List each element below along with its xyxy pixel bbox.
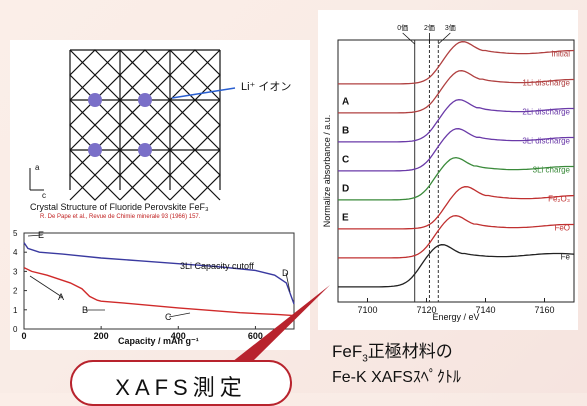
xafs-series-line	[338, 70, 574, 114]
xafs-spectra-chart: 0価 2価 3価 Initial 1Li discharge A 2Li discharg…	[322, 23, 575, 322]
li-ion-sphere	[88, 93, 102, 107]
capacity-point-arrow	[168, 312, 191, 318]
xafs-row-label: E	[342, 212, 349, 223]
capacity-y-tick-label: 0	[13, 325, 18, 334]
capacity-point-label: C	[165, 312, 172, 322]
li-ion-label: Li⁺ イオン	[241, 81, 292, 93]
valence-arrow	[438, 32, 451, 45]
xafs-series-line	[338, 244, 575, 288]
octahedron-edge	[69, 99, 121, 151]
valence-label: 2価	[424, 23, 435, 32]
xafs-x-tick-label: 7140	[475, 305, 495, 315]
octahedron-edge	[69, 149, 121, 201]
pointer-arrow	[232, 285, 330, 362]
xafs-series-line	[338, 128, 574, 172]
xafs-x-tick-label: 7160	[534, 305, 554, 315]
xafs-row-label: A	[342, 96, 349, 107]
capacity-point-arrow	[27, 234, 43, 237]
octahedron-edge	[169, 149, 221, 201]
capacity-point-label: B	[82, 305, 88, 315]
caption-rest: 正極材料の	[367, 342, 453, 361]
svg-text:a: a	[35, 163, 40, 172]
xafs-series-label: FeO	[554, 223, 570, 232]
octahedron-edge	[169, 99, 221, 151]
xafs-series-label: 2Li discharge	[522, 107, 570, 116]
xafs-series-label: 3Li discharge	[522, 136, 570, 145]
capacity-point-arrow	[29, 275, 63, 298]
xafs-row-label: C	[342, 154, 349, 165]
xafs-series-label: 3Li charge	[533, 165, 571, 174]
xafs-series-line	[338, 156, 574, 201]
capacity-series-line	[23, 242, 295, 305]
octahedron-face	[169, 149, 221, 201]
capacity-chart-panel: 0 1 2 3 4 5 0 200 400 600 E A B C D 3Li Capacity cut…	[10, 228, 310, 350]
octahedron-edge	[169, 49, 221, 101]
valence-arrow	[402, 32, 415, 45]
capacity-chart-title: 3Li Capacity cutoff	[180, 261, 254, 271]
octahedron-edge	[69, 49, 121, 101]
octahedron-edge	[119, 149, 171, 201]
li-ion-sphere	[88, 143, 102, 157]
xafs-series-line	[338, 186, 575, 230]
valence-label: 3価	[445, 23, 456, 32]
xafs-series-line	[338, 41, 575, 85]
capacity-y-tick-label: 4	[13, 248, 18, 257]
xafs-x-tick-label: 7100	[357, 305, 377, 315]
svg-text:c: c	[42, 191, 46, 200]
capacity-chart: 0 1 2 3 4 5 0 200 400 600 E A B C D	[13, 229, 295, 341]
xafs-series-label: 1Li discharge	[522, 78, 570, 87]
octahedron-face	[69, 149, 121, 201]
spectrum-caption-line1: FeF3正極材料の	[332, 337, 453, 364]
capacity-point-label: D	[282, 268, 289, 278]
octahedron-edge	[119, 99, 171, 151]
xafs-series-label: Initial	[551, 49, 570, 58]
crystal-caption: Crystal Structure of Fluoride Perovskite…	[30, 202, 209, 212]
xafs-row-label: D	[342, 183, 349, 194]
crystal-structure-figure: a c	[29, 49, 236, 201]
capacity-y-tick-label: 2	[13, 287, 18, 296]
capacity-point-label: A	[58, 292, 64, 302]
capacity-chart-frame	[23, 232, 295, 330]
capacity-x-tick-label: 600	[248, 331, 263, 341]
caption-subscript: 3	[362, 353, 368, 365]
capacity-point-arrow	[285, 272, 291, 293]
crystal-structure-panel: a c Li⁺ イオン Crystal Structure of Fluorid…	[10, 40, 310, 228]
caption-formula: FeF	[332, 342, 363, 361]
xafs-series-line	[338, 215, 574, 259]
xafs-ylabel: Normalize absorbance / a.u.	[322, 115, 332, 228]
capacity-y-tick-label: 3	[13, 267, 18, 276]
capacity-x-tick-label: 400	[171, 331, 186, 341]
xafs-xlabel: Energy / eV	[432, 312, 479, 322]
capacity-y-tick-label: 5	[13, 229, 18, 238]
octahedron-edge	[119, 49, 171, 101]
xafs-series-label: Fe₂O₃	[548, 194, 570, 203]
valence-label: 0価	[397, 23, 408, 32]
octahedron-face	[119, 149, 171, 201]
capacity-chart-xlabel: Capacity / mAh g⁻¹	[118, 336, 199, 346]
li-ion-pointer	[171, 87, 236, 99]
xafs-row-label: B	[342, 125, 349, 136]
crystal-reference: R. De Pape et al., Revue de Chimie miner…	[40, 214, 201, 220]
xafs-series-line	[338, 99, 574, 143]
spectrum-caption-line2: Fe-K XAFSｽﾍﾟｸﾄﾙ	[332, 369, 461, 386]
xafs-series-label: Fe	[561, 252, 571, 261]
li-ion-sphere	[138, 93, 152, 107]
capacity-series-line	[23, 266, 295, 317]
capacity-x-tick-label: 0	[21, 331, 26, 341]
xafs-spectra-panel: 0価 2価 3価 Initial 1Li discharge A 2Li discharg…	[318, 10, 578, 330]
pointer-wedge	[232, 285, 330, 362]
capacity-x-tick-label: 200	[94, 331, 109, 341]
capacity-point-label: E	[38, 230, 44, 240]
xafs-x-tick-label: 7120	[416, 305, 436, 315]
li-ion-sphere	[138, 143, 152, 157]
capacity-y-tick-label: 1	[13, 306, 18, 315]
